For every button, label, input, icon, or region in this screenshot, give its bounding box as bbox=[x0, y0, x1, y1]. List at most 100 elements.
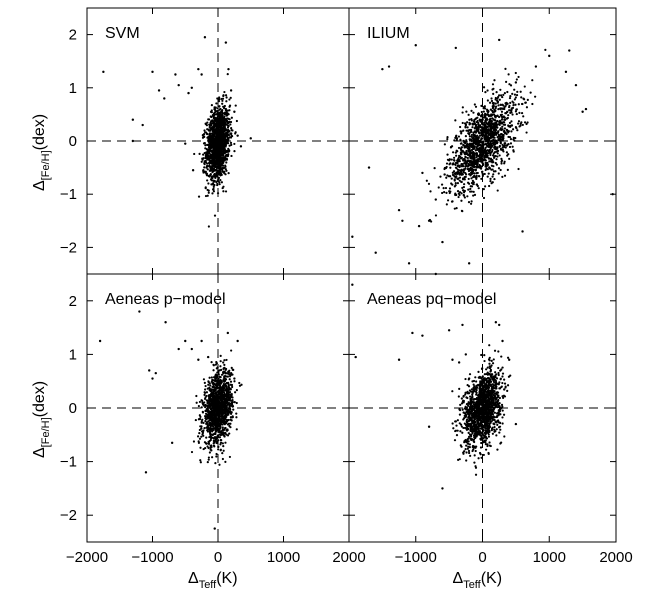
scatter-point bbox=[494, 161, 497, 165]
scatter-point bbox=[480, 122, 484, 125]
scatter-point bbox=[498, 431, 501, 434]
scatter-point bbox=[198, 437, 202, 440]
scatter-point bbox=[462, 191, 466, 194]
scatter-point bbox=[212, 126, 216, 129]
scatter-point bbox=[222, 124, 226, 128]
scatter-point bbox=[204, 384, 207, 388]
scatter-point bbox=[210, 361, 213, 364]
scatter-point bbox=[234, 391, 237, 394]
scatter-point bbox=[480, 155, 484, 158]
scatter-point bbox=[507, 131, 510, 134]
scatter-point bbox=[489, 108, 492, 111]
scatter-point bbox=[218, 183, 221, 186]
scatter-point bbox=[215, 441, 218, 445]
scatter-point bbox=[215, 452, 218, 456]
scatter-point bbox=[517, 122, 520, 125]
scatter-point bbox=[207, 440, 210, 443]
scatter-point bbox=[216, 404, 219, 407]
scatter-point bbox=[218, 430, 221, 434]
scatter-point bbox=[211, 391, 214, 395]
scatter-point bbox=[213, 140, 216, 143]
scatter-point bbox=[494, 107, 497, 110]
scatter-point bbox=[210, 410, 213, 413]
scatter-point bbox=[461, 163, 464, 166]
scatter-point bbox=[207, 410, 210, 414]
scatter-point bbox=[441, 191, 444, 195]
scatter-point bbox=[488, 366, 492, 370]
scatter-point bbox=[462, 139, 465, 142]
scatter-point bbox=[170, 441, 174, 445]
scatter-point bbox=[214, 110, 218, 113]
scatter-point bbox=[209, 408, 212, 411]
scatter-point bbox=[503, 162, 506, 165]
scatter-point bbox=[235, 119, 238, 123]
scatter-point bbox=[221, 426, 224, 429]
scatter-point bbox=[199, 461, 202, 464]
scatter-point bbox=[510, 111, 513, 114]
scatter-point bbox=[511, 106, 515, 109]
scatter-point bbox=[466, 181, 470, 184]
scatter-point bbox=[217, 373, 220, 376]
scatter-point bbox=[208, 376, 211, 379]
scatter-point bbox=[199, 459, 202, 462]
scatter-point bbox=[486, 142, 490, 145]
scatter-point bbox=[233, 401, 236, 404]
scatter-point bbox=[507, 135, 510, 139]
scatter-point bbox=[473, 172, 476, 175]
scatter-point bbox=[465, 129, 468, 132]
scatter-point bbox=[460, 192, 463, 195]
scatter-point bbox=[211, 456, 214, 459]
scatter-point bbox=[215, 421, 218, 424]
scatter-point bbox=[213, 123, 216, 126]
scatter-point bbox=[481, 126, 484, 129]
scatter-point bbox=[459, 170, 463, 173]
scatter-point bbox=[482, 86, 486, 89]
scatter-point bbox=[417, 224, 421, 228]
scatter-point bbox=[507, 105, 511, 109]
scatter-point bbox=[213, 116, 217, 119]
scatter-point bbox=[222, 449, 225, 452]
scatter-point bbox=[197, 358, 200, 361]
scatter-point bbox=[474, 160, 477, 163]
scatter-point bbox=[454, 182, 457, 185]
scatter-point bbox=[209, 115, 212, 118]
scatter-point bbox=[202, 171, 205, 174]
scatter-point bbox=[437, 186, 440, 189]
scatter-point bbox=[491, 139, 494, 142]
scatter-point bbox=[214, 428, 217, 432]
scatter-point bbox=[470, 181, 474, 185]
scatter-point bbox=[224, 157, 227, 160]
scatter-point bbox=[216, 409, 219, 413]
scatter-point bbox=[500, 157, 503, 160]
scatter-point bbox=[484, 123, 487, 126]
scatter-point bbox=[141, 123, 144, 127]
scatter-point bbox=[477, 370, 480, 373]
scatter-point bbox=[209, 384, 212, 387]
scatter-point bbox=[482, 116, 485, 119]
scatter-point bbox=[230, 154, 233, 158]
scatter-point bbox=[455, 154, 458, 157]
scatter-point bbox=[207, 118, 210, 121]
scatter-point bbox=[497, 95, 500, 99]
scatter-point bbox=[488, 359, 491, 362]
scatter-point bbox=[453, 156, 456, 159]
scatter-point bbox=[480, 104, 483, 107]
scatter-point bbox=[192, 440, 196, 443]
scatter-point bbox=[227, 393, 231, 396]
scatter-point bbox=[427, 182, 431, 185]
scatter-point bbox=[463, 168, 466, 171]
scatter-point bbox=[223, 400, 226, 403]
scatter-point bbox=[503, 142, 506, 145]
scatter-point bbox=[210, 380, 213, 383]
scatter-point bbox=[492, 92, 495, 95]
scatter-point bbox=[397, 208, 401, 212]
scatter-point bbox=[492, 105, 495, 108]
scatter-point bbox=[477, 142, 480, 145]
scatter-point bbox=[203, 129, 206, 132]
scatter-point bbox=[223, 427, 227, 430]
scatter-point bbox=[429, 190, 432, 193]
scatter-point bbox=[470, 190, 473, 193]
scatter-point bbox=[494, 170, 497, 173]
scatter-point bbox=[487, 152, 490, 155]
